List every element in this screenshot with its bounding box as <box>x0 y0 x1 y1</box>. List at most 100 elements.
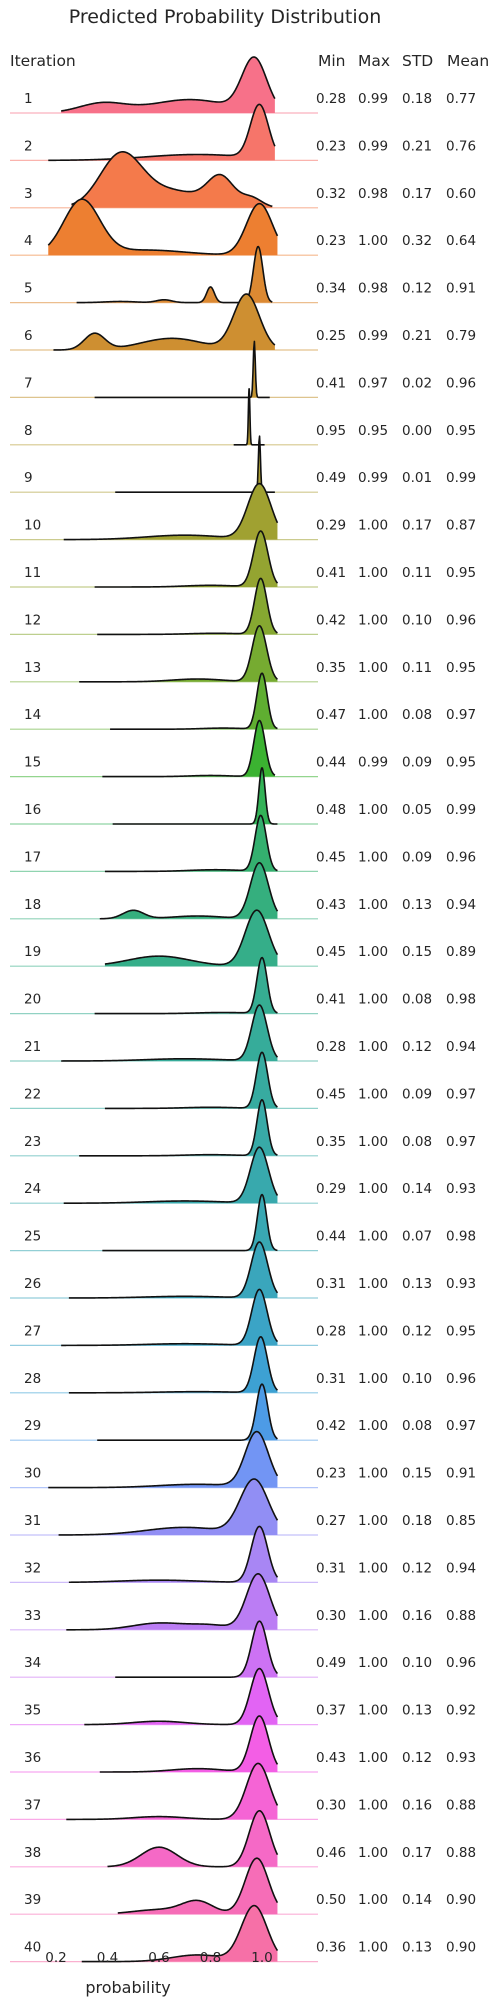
iteration-label: 14 <box>24 707 41 723</box>
min-value: 0.27 <box>316 1513 346 1529</box>
std-value: 0.32 <box>402 233 432 249</box>
iteration-label: 16 <box>24 802 41 818</box>
min-value: 0.44 <box>316 1229 346 1245</box>
max-value: 1.00 <box>358 849 388 865</box>
mean-value: 0.85 <box>446 1513 476 1529</box>
iteration-label: 18 <box>24 897 41 913</box>
mean-value: 0.95 <box>446 565 476 581</box>
max-value: 1.00 <box>358 1466 388 1482</box>
max-value: 1.00 <box>358 660 388 676</box>
min-value: 0.44 <box>316 755 346 771</box>
std-value: 0.10 <box>402 1655 432 1671</box>
std-value: 0.09 <box>402 1086 432 1102</box>
mean-value: 0.88 <box>446 1797 476 1813</box>
min-value: 0.31 <box>316 1276 346 1292</box>
min-value: 0.29 <box>316 518 346 534</box>
mean-value: 0.87 <box>446 518 476 534</box>
max-value: 1.00 <box>358 707 388 723</box>
std-value: 0.01 <box>402 470 432 486</box>
max-value: 1.00 <box>358 1371 388 1387</box>
max-value: 0.99 <box>358 470 388 486</box>
max-value: 0.95 <box>358 423 388 439</box>
max-value: 1.00 <box>358 1560 388 1576</box>
std-value: 0.16 <box>402 1608 432 1624</box>
iteration-label: 2 <box>24 138 33 154</box>
std-value: 0.12 <box>402 1039 432 1055</box>
min-value: 0.46 <box>316 1845 346 1861</box>
mean-value: 0.88 <box>446 1845 476 1861</box>
mean-value: 0.79 <box>446 328 476 344</box>
iteration-label: 40 <box>24 1940 41 1956</box>
std-value: 0.14 <box>402 1892 432 1908</box>
mean-value: 0.96 <box>446 1655 476 1671</box>
max-value: 1.00 <box>358 1276 388 1292</box>
mean-value: 0.89 <box>446 944 476 960</box>
max-value: 1.00 <box>358 1229 388 1245</box>
max-value: 0.99 <box>358 328 388 344</box>
mean-value: 0.64 <box>446 233 476 249</box>
max-value: 1.00 <box>358 1608 388 1624</box>
std-value: 0.16 <box>402 1797 432 1813</box>
iteration-label: 11 <box>24 565 41 581</box>
iteration-label: 12 <box>24 612 41 628</box>
max-value: 1.00 <box>358 1703 388 1719</box>
min-value: 0.23 <box>316 1466 346 1482</box>
iteration-label: 37 <box>24 1797 41 1813</box>
mean-value: 0.95 <box>446 755 476 771</box>
iteration-label: 6 <box>24 328 33 344</box>
mean-value: 0.98 <box>446 992 476 1008</box>
min-value: 0.43 <box>316 897 346 913</box>
std-value: 0.12 <box>402 1323 432 1339</box>
std-value: 0.13 <box>402 1276 432 1292</box>
iteration-label: 19 <box>24 944 41 960</box>
mean-value: 0.94 <box>446 1560 476 1576</box>
iteration-label: 39 <box>24 1892 41 1908</box>
iteration-label: 33 <box>24 1608 41 1624</box>
iteration-label: 28 <box>24 1371 41 1387</box>
min-value: 0.43 <box>316 1750 346 1766</box>
max-value: 1.00 <box>358 1655 388 1671</box>
mean-value: 0.99 <box>446 470 476 486</box>
mean-value: 0.76 <box>446 138 476 154</box>
min-value: 0.50 <box>316 1892 346 1908</box>
min-value: 0.30 <box>316 1608 346 1624</box>
mean-value: 0.96 <box>446 1371 476 1387</box>
x-tick-label: 1.0 <box>251 1950 272 1966</box>
x-tick-label: 0.6 <box>148 1950 169 1966</box>
max-value: 0.99 <box>358 138 388 154</box>
iteration-label: 23 <box>24 1134 41 1150</box>
iteration-label: 7 <box>24 375 33 391</box>
iteration-label: 1 <box>24 91 33 107</box>
min-value: 0.45 <box>316 1086 346 1102</box>
mean-value: 0.94 <box>446 897 476 913</box>
mean-value: 0.96 <box>446 612 476 628</box>
max-value: 1.00 <box>358 1797 388 1813</box>
min-value: 0.45 <box>316 849 346 865</box>
min-value: 0.25 <box>316 328 346 344</box>
mean-value: 0.93 <box>446 1750 476 1766</box>
min-value: 0.30 <box>316 1797 346 1813</box>
max-value: 0.98 <box>358 281 388 297</box>
min-value: 0.41 <box>316 565 346 581</box>
std-value: 0.08 <box>402 1418 432 1434</box>
mean-value: 0.99 <box>446 802 476 818</box>
max-value: 1.00 <box>358 944 388 960</box>
iteration-label: 24 <box>24 1181 41 1197</box>
iteration-label: 32 <box>24 1560 41 1576</box>
min-value: 0.49 <box>316 470 346 486</box>
std-value: 0.12 <box>402 281 432 297</box>
iteration-label: 13 <box>24 660 41 676</box>
ridge-row <box>10 57 318 113</box>
std-value: 0.07 <box>402 1229 432 1245</box>
min-value: 0.35 <box>316 660 346 676</box>
min-value: 0.41 <box>316 375 346 391</box>
std-value: 0.17 <box>402 518 432 534</box>
min-value: 0.28 <box>316 1323 346 1339</box>
min-value: 0.41 <box>316 992 346 1008</box>
max-value: 1.00 <box>358 1134 388 1150</box>
iteration-label: 27 <box>24 1323 41 1339</box>
std-value: 0.08 <box>402 992 432 1008</box>
iteration-label: 9 <box>24 470 33 486</box>
std-value: 0.09 <box>402 755 432 771</box>
mean-value: 0.97 <box>446 1086 476 1102</box>
